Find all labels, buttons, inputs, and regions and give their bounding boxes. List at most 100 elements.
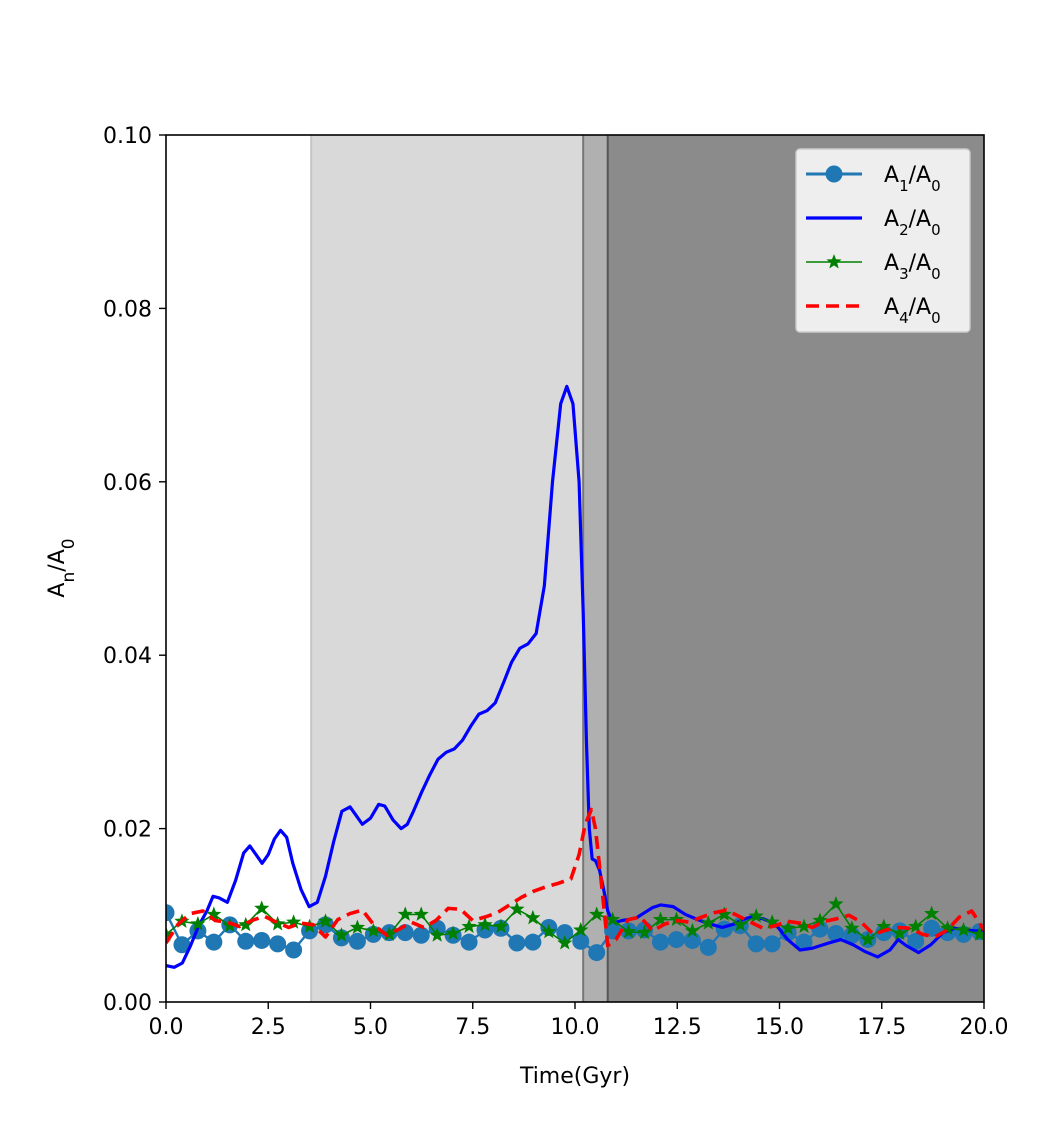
series-line-4	[166, 807, 984, 948]
legend-marker-1	[825, 165, 843, 183]
x-tick-label: 12.5	[653, 1015, 702, 1040]
series-3-point	[557, 935, 573, 950]
series-1-point	[253, 931, 271, 949]
shaded-region-1	[311, 135, 584, 1002]
series-3-point	[238, 916, 254, 932]
series-3-point	[413, 906, 429, 921]
series-3-point	[333, 927, 350, 942]
series-3-point	[796, 918, 812, 934]
series-3-point	[349, 919, 366, 934]
y-axis-ticks: 0.00 0.02 0.04 0.06 0.08 0.10	[103, 124, 166, 1016]
series-1-point	[699, 938, 717, 956]
series-1-point	[166, 904, 175, 922]
series-3-point	[286, 914, 302, 929]
series-3-point	[605, 911, 621, 927]
series-3-point	[908, 918, 924, 934]
y-axis-label: An/A0	[45, 538, 79, 597]
legend-label-2: A2/A0	[884, 207, 941, 239]
series-1-point	[412, 926, 430, 944]
series-3-point	[317, 913, 334, 928]
series-line-2	[166, 384, 984, 969]
x-tick-label: 17.5	[857, 1015, 906, 1040]
series-3-point	[924, 905, 940, 921]
series-3-point	[844, 920, 860, 935]
series-1-point	[460, 933, 478, 951]
series-3-point	[732, 916, 748, 932]
series-3-point	[955, 922, 972, 937]
legend-box	[795, 148, 971, 333]
x-tick-label: 15.0	[755, 1015, 804, 1040]
series-1-point	[667, 931, 685, 949]
series-3-point	[365, 922, 381, 938]
series-1-point	[237, 932, 255, 950]
series-1-point	[556, 924, 574, 942]
legend-label-4: A4/A0	[884, 295, 941, 327]
series-3-point	[780, 920, 796, 935]
series-1-point	[651, 933, 669, 951]
series-1-point	[205, 933, 223, 951]
x-axis-ticks: 0.0 2.5 5.0 7.5 10.0 12.5 15.0 17.5 20.0	[149, 1002, 1009, 1040]
series-3-point	[892, 925, 908, 940]
x-axis-label: Time(Gyr)	[519, 1064, 630, 1089]
series-3-point	[445, 925, 461, 940]
x-tick-label: 10.0	[551, 1015, 600, 1040]
x-tick-label: 20.0	[960, 1015, 1009, 1040]
series-3-point	[509, 901, 525, 916]
series-line-3	[166, 903, 980, 944]
series-3-point	[652, 911, 669, 927]
series-3-point	[190, 915, 206, 931]
series-3-point	[270, 915, 286, 931]
series-3-point	[971, 926, 984, 941]
series-1-point	[923, 919, 941, 937]
series-3-point	[493, 918, 509, 934]
series-3-point	[716, 906, 732, 921]
series-3	[166, 896, 984, 950]
y-tick-label: 0.04	[103, 644, 152, 669]
series-3-point	[429, 927, 445, 942]
series-1-point	[269, 935, 287, 953]
series-3-point	[254, 900, 270, 915]
x-tick-label: 2.5	[251, 1015, 286, 1040]
series-1-point	[572, 932, 590, 950]
series-1-point	[173, 936, 191, 954]
series-1-point	[508, 934, 526, 952]
series-3-point	[748, 908, 764, 923]
legend-marker-3	[826, 254, 842, 269]
series-3-point	[589, 906, 605, 921]
series-3-point	[620, 923, 637, 939]
legend-label-1: A1/A0	[884, 163, 941, 195]
series-3-point	[700, 915, 716, 930]
series-1-point	[763, 935, 781, 953]
series-layer	[166, 384, 984, 969]
series-3-point	[764, 914, 780, 929]
series-3-point	[684, 922, 700, 938]
y-tick-label: 0.08	[103, 297, 152, 322]
series-3-point	[206, 906, 222, 921]
shaded-region-2	[583, 135, 608, 1002]
series-3-point	[812, 912, 828, 927]
series-3-point	[381, 926, 397, 941]
series-1-point	[524, 933, 542, 951]
series-3-point	[461, 918, 477, 934]
legend-label-3: A3/A0	[884, 251, 941, 283]
series-1-point	[683, 931, 701, 949]
legend: A1/A0 A2/A0 A3/A0 A4/A0	[795, 148, 971, 333]
y-tick-label: 0.10	[103, 124, 152, 149]
series-4	[166, 807, 984, 948]
series-3-point	[860, 931, 876, 947]
series-3-point	[939, 920, 956, 935]
series-1-point	[285, 941, 303, 959]
series-3-point	[636, 924, 653, 940]
x-tick-label: 0.0	[149, 1015, 184, 1040]
series-1-point	[348, 932, 366, 950]
series-1-point	[715, 920, 733, 938]
series-3-point	[397, 906, 413, 921]
series-1-point	[747, 935, 765, 953]
series-1-point	[827, 925, 845, 943]
y-tick-label: 0.06	[103, 471, 152, 496]
series-1-point	[907, 932, 925, 950]
x-tick-label: 5.0	[353, 1015, 388, 1040]
series-3-point	[525, 909, 541, 925]
y-tick-label: 0.02	[103, 818, 152, 843]
x-tick-label: 7.5	[455, 1015, 490, 1040]
